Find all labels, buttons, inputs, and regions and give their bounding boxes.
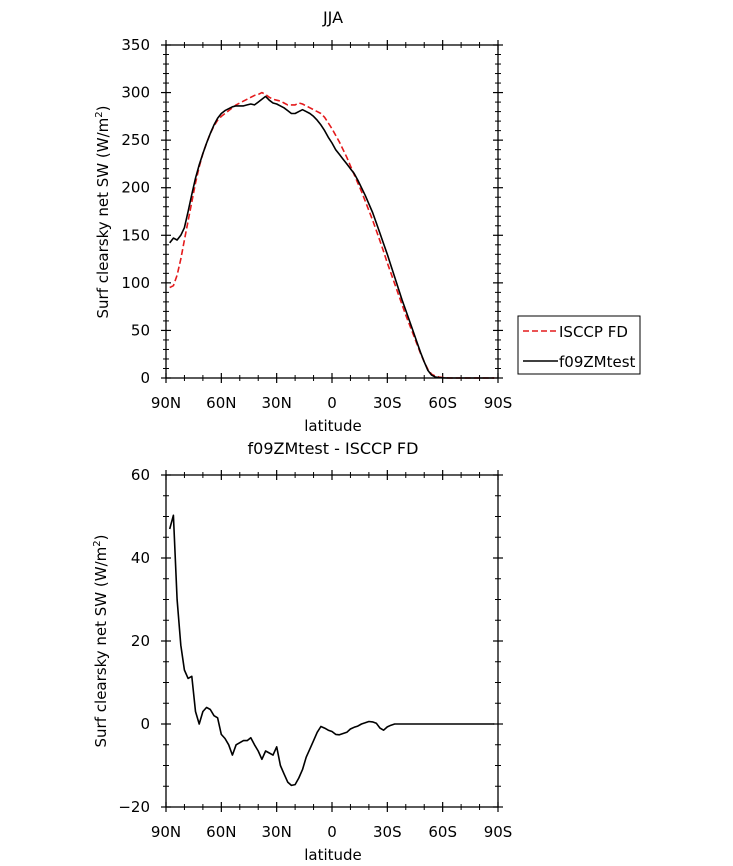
top-panel-y-tick-label: 150	[121, 226, 150, 244]
bottom-panel-x-tick-label: 90S	[484, 823, 513, 841]
bottom-panel-x-tick-label: 30S	[373, 823, 402, 841]
bottom-panel-y-tick-label: 20	[131, 632, 150, 650]
bottom-panel-title: f09ZMtest - ISCCP FD	[248, 439, 419, 458]
top-panel-x-ticks: 90N 60N 30N 0 30S 60S 90S	[151, 40, 512, 412]
top-panel-y-tick-label: 50	[131, 321, 150, 339]
bottom-panel-y-tick-label: 60	[131, 466, 150, 484]
bottom-panel-y-tick-label: 0	[140, 715, 150, 733]
top-panel-y-tick-label: 250	[121, 131, 150, 149]
top-panel-x-tick-label: 30S	[373, 394, 402, 412]
top-panel-y-tick-label: 200	[121, 179, 150, 197]
top-panel-x-tick-label: 90N	[151, 394, 181, 412]
bottom-panel-x-tick-label: 60S	[428, 823, 457, 841]
top-panel-series	[169, 91, 495, 379]
top-panel-y-tick-label: 350	[121, 36, 150, 54]
bottom-panel-x-tick-label: 90N	[151, 823, 181, 841]
legend-label-isccp: ISCCP FD	[559, 323, 628, 341]
bottom-panel-x-tick-label: 60N	[206, 823, 236, 841]
bottom-panel-series-line0	[168, 514, 495, 787]
bottom-panel-y-tick-label: −20	[118, 798, 150, 816]
top-panel-y-axis-label: Surf clearsky net SW (W/m2)	[94, 106, 112, 319]
legend: ISCCP FD f09ZMtest	[517, 315, 641, 375]
top-panel-x-tick-label: 0	[327, 394, 337, 412]
top-panel-title: JJA	[322, 8, 343, 27]
top-panel-x-tick-label: 60N	[206, 394, 236, 412]
bottom-panel-y-ticks: −20 0 20 40 60	[118, 466, 503, 816]
top-panel-x-axis-label: latitude	[304, 417, 362, 435]
bottom-panel-y-axis-label: Surf clearsky net SW (W/m2)	[92, 535, 110, 748]
legend-label-f09zmtest: f09ZMtest	[559, 353, 636, 371]
top-panel: JJA 0 50 100 150 200 250 300 350 90N 60N 30N 0 30S 6…	[94, 8, 641, 435]
top-panel-y-tick-label: 300	[121, 84, 150, 102]
top-panel-y-tick-label: 100	[121, 274, 150, 292]
bottom-panel-x-tick-label: 30N	[262, 823, 292, 841]
bottom-panel-y-tick-label: 40	[131, 549, 150, 567]
top-panel-frame	[165, 44, 499, 379]
legend-box	[517, 315, 641, 375]
bottom-panel-x-axis-label: latitude	[304, 846, 362, 864]
bottom-panel-series	[168, 514, 495, 787]
top-panel-y-tick-label: 0	[140, 369, 150, 387]
top-panel-y-ticks: 0 50 100 150 200 250 300 350	[121, 36, 503, 387]
bottom-panel-x-ticks: 90N 60N 30N 0 30S 60S 90S	[151, 470, 512, 841]
bottom-panel-frame	[165, 474, 499, 808]
top-panel-x-tick-label: 30N	[262, 394, 292, 412]
top-panel-series-f09zmtest	[169, 95, 495, 379]
top-panel-x-tick-label: 90S	[484, 394, 513, 412]
bottom-panel: f09ZMtest - ISCCP FD −20 0 20 40 60 90N 60N 30…	[92, 439, 512, 864]
top-panel-x-tick-label: 60S	[428, 394, 457, 412]
top-panel-series-isccp-fd	[169, 91, 495, 379]
bottom-panel-x-tick-label: 0	[327, 823, 337, 841]
